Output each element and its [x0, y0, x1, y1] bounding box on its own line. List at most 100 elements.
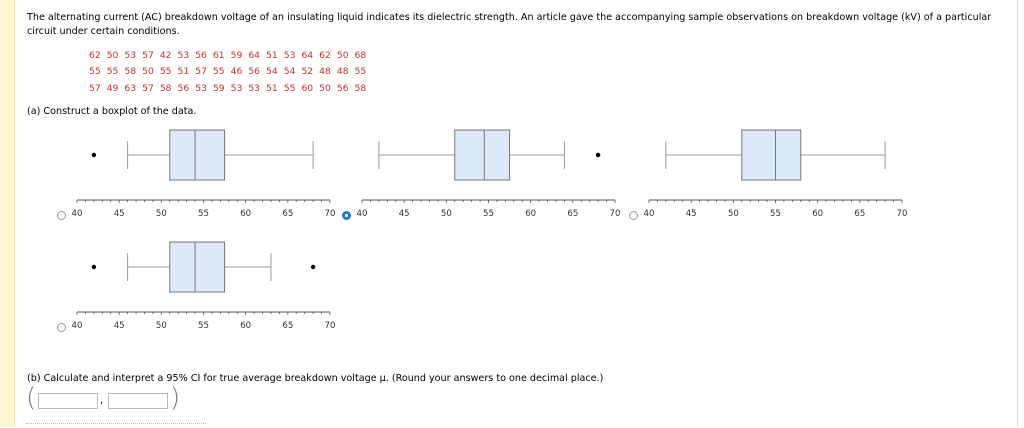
- axis-tick-label: 55: [198, 321, 209, 331]
- axis-tick-label: 40: [643, 209, 655, 219]
- data-cell: 62: [319, 49, 331, 61]
- axis-tick-label: 50: [440, 209, 452, 219]
- axis-tick-label: 45: [398, 209, 410, 219]
- radio-option-4[interactable]: [57, 323, 66, 332]
- data-cell: 48: [319, 66, 331, 78]
- part-b-label: (b) Calculate and interpret a 95% CI for…: [27, 373, 604, 384]
- outlier-point: [595, 152, 601, 158]
- data-cell: 53: [195, 82, 207, 94]
- boxplot-option-3: 40 45 50 55 60 65 70: [627, 124, 907, 234]
- data-cell: 50: [336, 49, 349, 61]
- data-cell: 57: [195, 66, 207, 78]
- data-cell: 58: [124, 66, 137, 78]
- boxplot-option-1: 40 45 50 55 60 65 70: [55, 124, 335, 234]
- right-border: [1017, 0, 1018, 427]
- axis-tick-label: 65: [282, 321, 294, 331]
- boxplot-svg: [648, 129, 903, 203]
- data-cell: 68: [354, 49, 367, 61]
- boxplot-svg: [76, 129, 331, 203]
- data-cell: 46: [230, 66, 243, 78]
- data-row: 57 49 63 57 58 56 53 59 53 53 51 55 60 50 56 58: [89, 80, 372, 97]
- axis-tick-label: 45: [685, 209, 697, 219]
- outlier-point: [91, 152, 97, 158]
- data-cell: 55: [212, 66, 225, 78]
- axis-tick-label: 60: [240, 209, 252, 219]
- data-cell: 56: [195, 49, 207, 61]
- iqr-box: [169, 129, 226, 181]
- data-cell: 62: [89, 49, 101, 61]
- data-cell: 57: [142, 82, 154, 94]
- question-intro: The alternating current (AC) breakdown v…: [27, 12, 992, 37]
- axis-tick-label: 55: [483, 209, 494, 219]
- data-table: 62 50 53 57 42 53 56 61 59 64 51 53 64 62 50 68 55 55 58 50…: [89, 47, 372, 97]
- axis-tick-label: 40: [356, 209, 368, 219]
- data-cell: 57: [142, 49, 154, 61]
- axis-tick-label: 65: [854, 209, 866, 219]
- data-cell: 64: [248, 49, 261, 61]
- boxplot-svg: [76, 241, 331, 315]
- data-cell: 53: [283, 49, 296, 61]
- data-cell: 54: [283, 66, 296, 78]
- data-cell: 42: [159, 49, 172, 61]
- axis-tick-label: 70: [609, 209, 621, 219]
- data-cell: 58: [354, 82, 367, 94]
- part-a-label: (a) Construct a boxplot of the data.: [27, 106, 197, 117]
- data-row: 62 50 53 57 42 53 56 61 59 64 51 53 64 62 50 68: [89, 47, 372, 64]
- data-cell: 50: [106, 49, 119, 61]
- axis-tick-label: 40: [71, 321, 83, 331]
- data-cell: 50: [142, 66, 154, 78]
- ci-comma: ,: [100, 395, 104, 406]
- data-cell: 63: [124, 82, 137, 94]
- axis-tick-label: 45: [113, 209, 125, 219]
- next-question-cutoff: [26, 423, 206, 428]
- close-paren: ): [170, 383, 181, 413]
- ci-lower-input[interactable]: [38, 393, 98, 409]
- data-cell: 64: [301, 49, 314, 61]
- boxplot-option-2: 40 45 50 55 60 65 70: [340, 124, 620, 234]
- data-cell: 51: [266, 82, 278, 94]
- axis-tick-label: 60: [525, 209, 537, 219]
- ci-upper-input[interactable]: [108, 393, 168, 409]
- data-cell: 54: [266, 66, 278, 78]
- data-cell: 55: [106, 66, 119, 78]
- iqr-box: [169, 241, 226, 293]
- axis-tick-label: 60: [240, 321, 252, 331]
- data-cell: 58: [159, 82, 172, 94]
- data-cell: 60: [301, 82, 314, 94]
- iqr-box: [741, 129, 802, 181]
- data-cell: 56: [248, 66, 261, 78]
- axis-tick-label: 60: [812, 209, 824, 219]
- boxplot-svg: [361, 129, 616, 203]
- axis-tick-label: 50: [727, 209, 739, 219]
- data-cell: 53: [124, 49, 137, 61]
- outlier-point: [91, 264, 97, 270]
- data-cell: 51: [177, 66, 190, 78]
- axis-tick-label: 70: [896, 209, 908, 219]
- data-cell: 59: [230, 49, 243, 61]
- data-cell: 61: [212, 49, 225, 61]
- data-cell: 55: [89, 66, 101, 78]
- data-cell: 48: [336, 66, 349, 78]
- axis-tick-label: 70: [324, 209, 336, 219]
- axis-tick-label: 45: [113, 321, 125, 331]
- data-row: 55 55 58 50 55 51 57 55 46 56 54 54 52 48 48 55: [89, 64, 372, 81]
- data-cell: 52: [301, 66, 314, 78]
- open-paren: (: [26, 383, 37, 413]
- radio-option-3[interactable]: [629, 211, 638, 220]
- left-margin-bar: [0, 0, 15, 427]
- data-cell: 49: [106, 82, 119, 94]
- axis-tick-label: 55: [770, 209, 781, 219]
- data-cell: 55: [159, 66, 172, 78]
- iqr-box: [454, 129, 511, 181]
- radio-option-2[interactable]: [342, 211, 351, 220]
- data-cell: 55: [283, 82, 296, 94]
- data-cell: 53: [230, 82, 243, 94]
- radio-option-1[interactable]: [57, 211, 66, 220]
- axis-tick-label: 50: [155, 209, 167, 219]
- axis-tick-label: 50: [155, 321, 167, 331]
- data-cell: 57: [89, 82, 101, 94]
- axis-tick-label: 55: [198, 209, 209, 219]
- axis-tick-label: 65: [282, 209, 294, 219]
- data-cell: 51: [266, 49, 278, 61]
- axis-tick-label: 40: [71, 209, 83, 219]
